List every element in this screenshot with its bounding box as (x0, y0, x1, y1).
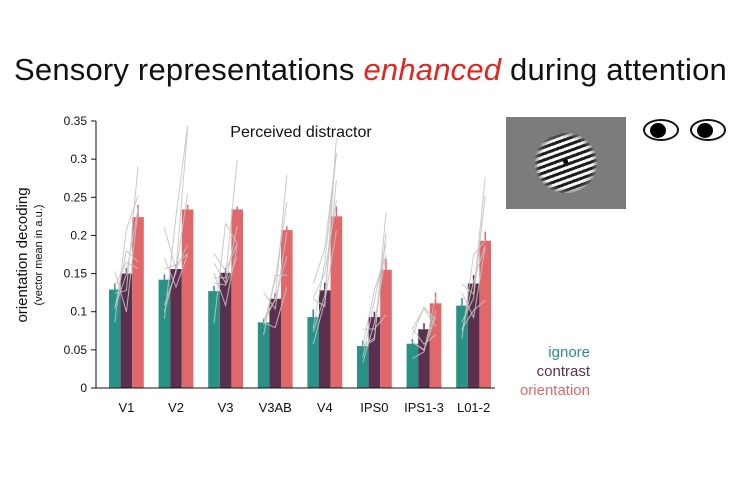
bar-contrast (467, 283, 480, 388)
bar-contrast (319, 290, 331, 388)
title-part-2: during attention (501, 52, 727, 87)
x-tick-label: IPS0 (360, 400, 388, 415)
bar-orientation (132, 217, 144, 388)
subject-line (312, 200, 337, 299)
bar-ignore (158, 279, 171, 388)
fixation-dot (563, 159, 568, 164)
subject-line (362, 314, 387, 330)
bar-ignore (109, 289, 121, 388)
subject-line (114, 249, 139, 309)
x-tick-label: V2 (168, 400, 184, 415)
chart-title: Perceived distractor (230, 124, 372, 141)
subject-line (461, 240, 486, 339)
grating-stimulus-icon (506, 117, 626, 209)
subject-line (213, 159, 238, 279)
subject-line (163, 227, 189, 271)
subject-line (412, 310, 437, 351)
subject-line (461, 299, 486, 330)
bar-contrast (219, 272, 232, 388)
subject-line (461, 177, 486, 296)
bar-orientation (429, 303, 442, 388)
subject-line (411, 307, 437, 329)
x-tick-label: L01-2 (457, 400, 490, 415)
subject-line (114, 208, 139, 309)
subject-line (163, 254, 189, 289)
y-tick-label: 0.1 (70, 305, 87, 319)
x-tick-label: V4 (317, 400, 333, 415)
subject-line (263, 287, 288, 329)
bar-orientation (181, 209, 194, 388)
subject-line (263, 274, 287, 336)
subject-line (362, 212, 387, 347)
bar-orientation (479, 240, 491, 388)
bar-ignore (456, 305, 468, 388)
subject-line (263, 231, 288, 311)
bar-contrast (170, 268, 182, 388)
legend-item-contrast: contrast (536, 363, 590, 380)
title-part-1: Sensory representations (14, 52, 364, 87)
chart-legend: ignore contrast orientation (520, 343, 590, 400)
y-tick-label: 0.15 (64, 267, 88, 281)
subject-line (312, 138, 337, 308)
y-tick-label: 0.35 (64, 114, 88, 128)
subject-line (213, 225, 238, 285)
bar-ignore (257, 322, 270, 388)
x-tick-label: V3AB (259, 400, 292, 415)
y-tick-label: 0.3 (70, 152, 87, 166)
y-tick-label: 0 (80, 381, 87, 395)
bar-ignore (406, 343, 419, 388)
bar-contrast (418, 329, 430, 388)
bar-orientation (231, 209, 243, 388)
subject-line (114, 166, 139, 294)
subject-line (163, 193, 189, 306)
bar-orientation (330, 216, 343, 388)
y-tick-label: 0.25 (64, 190, 88, 204)
bar-contrast (368, 317, 381, 388)
left-eye-icon (643, 119, 679, 141)
bar-contrast (269, 298, 281, 388)
bar-orientation (380, 269, 392, 388)
subject-line (312, 179, 337, 333)
title-emphasis: enhanced (363, 52, 502, 87)
subject-line (312, 152, 337, 285)
subject-line (411, 328, 436, 345)
x-tick-label: V1 (118, 400, 134, 415)
x-tick-label: IPS1-3 (404, 400, 444, 415)
subject-line (263, 202, 288, 325)
x-tick-label: V3 (218, 400, 234, 415)
legend-item-ignore: ignore (548, 344, 590, 361)
y-axis-sublabel: (vector mean in a.u.) (33, 205, 45, 306)
subject-line (461, 246, 486, 320)
subject-line (114, 261, 139, 287)
subject-line (213, 221, 238, 324)
y-axis-label: orientation decoding (14, 187, 31, 322)
subject-line (163, 125, 189, 319)
bar-ignore (357, 346, 369, 388)
bar-ignore (307, 317, 319, 388)
subject-line (461, 245, 486, 332)
subject-line (213, 243, 238, 272)
subject-line (213, 245, 238, 308)
subject-line (362, 255, 387, 363)
y-tick-label: 0.2 (70, 228, 87, 242)
right-eye-icon (690, 119, 726, 141)
subject-line (362, 233, 387, 346)
subject-line (412, 296, 437, 359)
legend-item-orientation: orientation (519, 382, 590, 399)
subject-line (114, 209, 139, 313)
subject-line (362, 243, 387, 358)
slide-title: Sensory representations enhanced during … (14, 52, 744, 88)
y-tick-label: 0.05 (64, 343, 88, 357)
bar-ignore (208, 291, 220, 388)
bar-orientation (281, 230, 293, 388)
bar-contrast (120, 273, 133, 388)
